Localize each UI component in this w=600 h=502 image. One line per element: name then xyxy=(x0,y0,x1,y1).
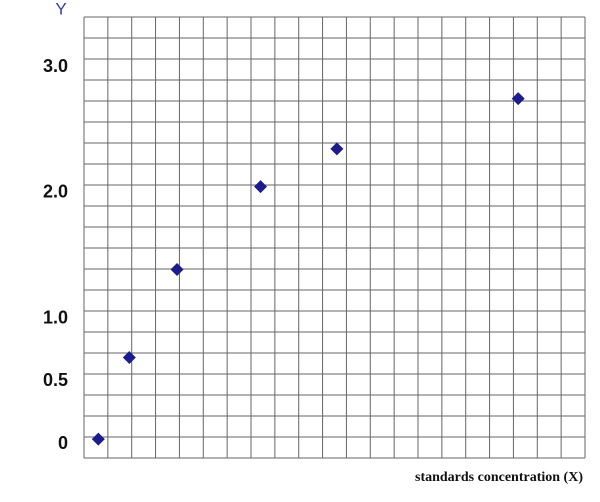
y-axis-label: Y xyxy=(55,0,66,18)
y-tick-label: 2.0 xyxy=(43,182,68,202)
data-point xyxy=(330,142,344,156)
y-tick-label: 1.0 xyxy=(43,307,68,327)
y-tick-label: 0 xyxy=(58,433,68,453)
data-point xyxy=(511,92,525,106)
y-tick-label: 0.5 xyxy=(43,370,68,390)
y-tick-label: 3.0 xyxy=(43,56,68,76)
data-point xyxy=(122,350,136,364)
x-axis-label: standards concentration (X) xyxy=(415,470,583,485)
data-point xyxy=(91,432,105,446)
data-point xyxy=(170,263,184,277)
data-point xyxy=(254,180,268,194)
